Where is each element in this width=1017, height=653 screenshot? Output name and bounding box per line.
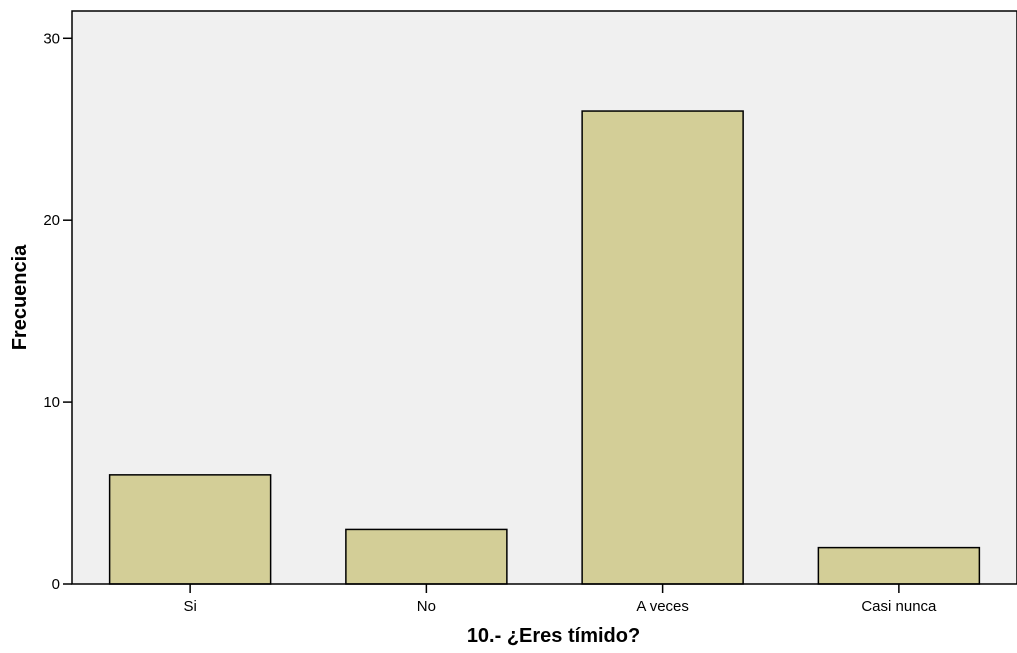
x-ticks-group: Si No A veces Casi nunca [183,584,937,615]
x-tick-label: No [417,598,436,615]
x-tick-label: Casi nunca [861,598,937,615]
x-tick-label: A veces [636,598,689,615]
bar-casi-nunca [817,546,981,585]
bar-no [345,528,508,585]
bars-group [108,110,981,585]
y-axis-title: Frecuencia [9,244,31,350]
y-tick-label: 30 [43,30,60,47]
bar-si [108,474,272,585]
y-tick-label: 10 [43,394,60,411]
bar-a-veces [581,110,744,585]
x-tick-label: Si [183,598,196,615]
x-axis-title: 10.- ¿Eres tímido? [467,625,640,647]
y-ticks-group: 0 10 20 30 [43,30,72,593]
y-tick-label: 0 [52,576,60,593]
plot-frame [71,10,1017,585]
axes-group [71,10,1017,585]
y-tick-label: 20 [43,212,60,229]
